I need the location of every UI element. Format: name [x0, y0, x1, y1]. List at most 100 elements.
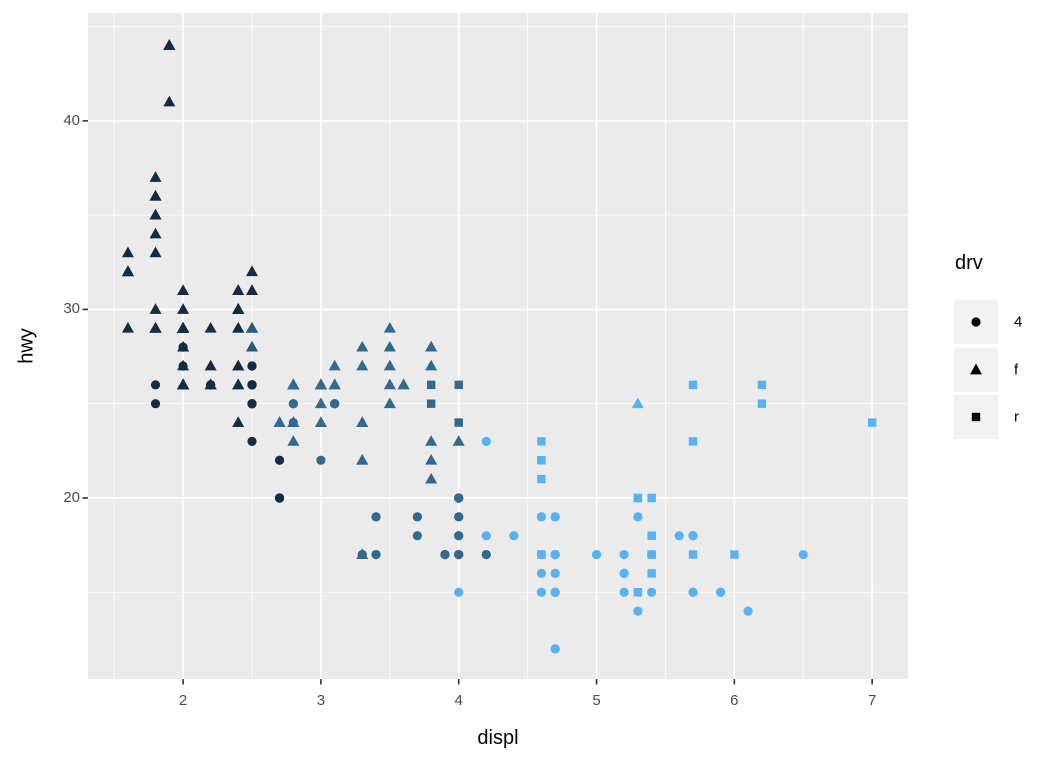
- data-point: [330, 399, 340, 409]
- data-point: [454, 531, 464, 541]
- data-point: [287, 416, 300, 427]
- data-point: [356, 359, 369, 371]
- data-point: [371, 512, 381, 522]
- data-point: [454, 380, 463, 390]
- data-point: [454, 493, 464, 503]
- data-point: [481, 531, 491, 541]
- data-point: [537, 437, 546, 446]
- data-point: [536, 568, 547, 579]
- data-point: [314, 378, 327, 390]
- data-point: [798, 549, 808, 560]
- data-point: [328, 359, 341, 371]
- data-point: [247, 361, 257, 371]
- data-point: [674, 531, 684, 541]
- y-tick-label: 20: [63, 488, 80, 506]
- data-point: [121, 246, 134, 258]
- series-f: [121, 39, 644, 559]
- data-point: [232, 321, 245, 333]
- data-point: [383, 378, 396, 390]
- data-point: [383, 321, 396, 333]
- data-point: [550, 512, 560, 522]
- data-point: [440, 549, 450, 560]
- legend-label: 4: [1014, 313, 1023, 331]
- data-point: [383, 359, 396, 371]
- data-points: [121, 39, 877, 654]
- data-point: [204, 378, 217, 390]
- legend-title: drv: [955, 252, 983, 274]
- data-point: [274, 455, 285, 465]
- data-point: [619, 549, 629, 560]
- data-point: [274, 493, 285, 503]
- data-point: [232, 359, 245, 371]
- data-point: [425, 340, 438, 352]
- data-point: [631, 397, 644, 409]
- axis-tick-marks: [82, 120, 873, 685]
- data-point: [232, 284, 245, 295]
- data-point: [288, 399, 298, 409]
- x-tick-label: 7: [867, 692, 877, 709]
- data-point: [633, 606, 643, 616]
- data-point: [383, 340, 396, 352]
- x-tick-label: 3: [316, 692, 326, 709]
- data-point: [730, 550, 739, 559]
- data-point: [397, 378, 410, 390]
- data-point: [287, 378, 300, 390]
- plot-panel: [88, 13, 908, 679]
- data-point: [383, 397, 396, 409]
- x-tick-label: 2: [178, 692, 188, 709]
- data-point: [647, 550, 656, 559]
- data-point: [426, 380, 436, 390]
- data-point: [246, 340, 258, 352]
- data-point: [246, 321, 258, 333]
- data-point: [619, 587, 629, 597]
- data-point: [314, 416, 327, 427]
- data-point: [550, 549, 560, 560]
- data-point: [757, 399, 767, 408]
- data-point: [633, 588, 643, 597]
- data-point: [757, 380, 767, 390]
- data-point: [481, 549, 491, 560]
- legend-item-r: r: [954, 395, 1054, 439]
- data-point: [536, 587, 547, 597]
- x-tick-label: 6: [730, 692, 739, 709]
- x-axis-title: displ: [477, 727, 519, 749]
- data-point: [633, 493, 643, 503]
- data-point: [149, 303, 162, 314]
- data-point: [550, 644, 560, 654]
- data-point: [743, 606, 753, 616]
- data-point: [177, 303, 190, 314]
- data-point: [177, 340, 190, 352]
- data-point: [425, 453, 438, 465]
- data-point: [454, 549, 464, 560]
- data-point: [867, 418, 877, 427]
- data-point: [273, 416, 286, 427]
- y-tick-label: 30: [63, 300, 80, 318]
- data-point: [425, 435, 438, 446]
- data-point: [177, 321, 190, 333]
- data-point: [688, 587, 698, 597]
- circle-key-icon: [954, 300, 998, 344]
- data-point: [537, 474, 546, 484]
- legend-item-4: 4: [954, 300, 1054, 344]
- data-point: [426, 399, 436, 408]
- data-point: [647, 587, 657, 597]
- data-point: [177, 284, 190, 295]
- data-point: [316, 455, 326, 465]
- data-point: [509, 531, 519, 541]
- data-point: [149, 227, 162, 239]
- data-point: [356, 453, 369, 465]
- data-point: [647, 493, 656, 503]
- data-point: [163, 39, 176, 50]
- data-point: [550, 587, 560, 597]
- data-point: [149, 321, 162, 333]
- legend-item-f: f: [954, 347, 1054, 392]
- data-point: [163, 95, 176, 107]
- data-point: [647, 531, 656, 540]
- data-point: [314, 397, 327, 409]
- data-point: [452, 435, 465, 446]
- legend: drv 4 f r: [954, 252, 1054, 482]
- data-point: [232, 378, 245, 390]
- x-tick-label: 4: [454, 692, 463, 709]
